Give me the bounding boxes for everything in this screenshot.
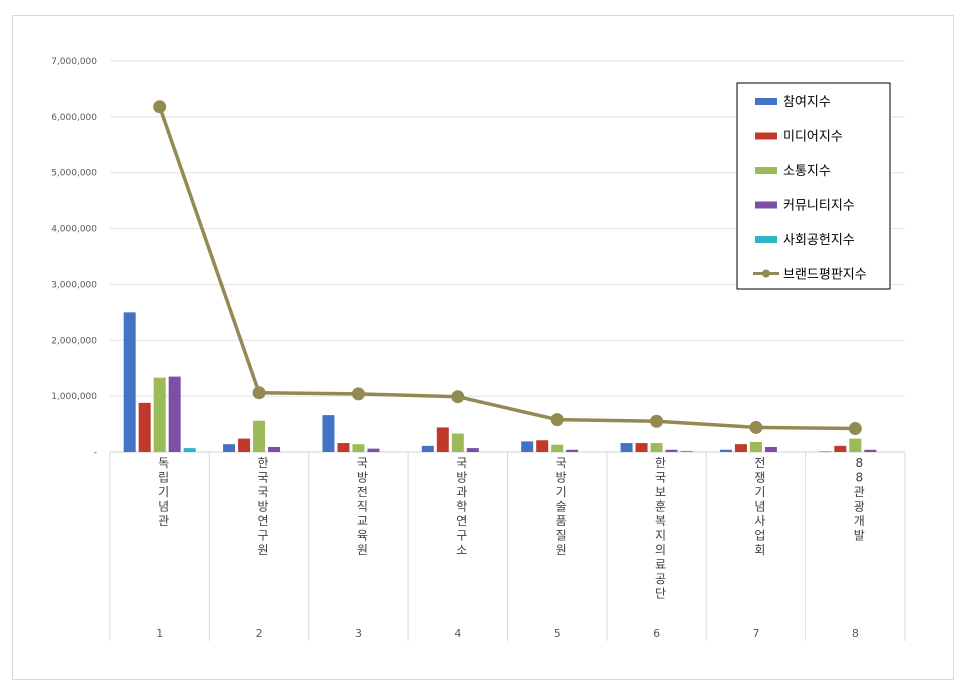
legend-swatch [755, 167, 777, 174]
y-tick-label: 4,000,000 [51, 225, 97, 235]
legend-label: 브랜드평판지수 [783, 268, 867, 283]
bar [451, 433, 464, 452]
x-category-number: 6 [653, 627, 660, 640]
line-point [351, 387, 365, 401]
line-point [153, 100, 167, 114]
bar [764, 446, 777, 452]
bar [337, 443, 350, 452]
bar [749, 441, 762, 452]
bar [521, 441, 534, 452]
bar [551, 444, 564, 452]
bar [168, 376, 181, 452]
line-point [749, 420, 763, 434]
legend-label: 커뮤니티지수 [783, 199, 855, 214]
legend-swatch [755, 98, 777, 105]
line-point [252, 386, 266, 400]
bar [436, 427, 449, 452]
legend-swatch [755, 132, 777, 140]
bar [367, 448, 380, 452]
bar [253, 420, 266, 452]
y-tick-label: 6,000,000 [51, 113, 97, 123]
line-point [451, 390, 465, 404]
line-point [848, 422, 862, 436]
y-tick-label: - [94, 448, 97, 458]
legend-label: 소통지수 [783, 164, 831, 179]
x-category-number: 3 [355, 627, 362, 640]
bar [238, 438, 251, 452]
bar [834, 445, 847, 452]
legend-swatch-marker [762, 269, 770, 278]
x-category-number: 7 [752, 627, 759, 640]
bar [566, 449, 579, 452]
bar [268, 446, 281, 452]
bar [620, 443, 633, 452]
bar [849, 438, 862, 452]
legend-label: 미디어지수 [783, 130, 843, 145]
x-category-number: 8 [852, 627, 859, 640]
y-tick-label: 3,000,000 [51, 280, 97, 290]
bar [536, 440, 549, 452]
bar [123, 312, 136, 452]
x-axis: 독 립 기 념 관 1 한 국 국 방 연 구 원 2 국 방 전 직 교 육 원 3 국 방 과 학 연 구 소 4 국 방 기 술 품 질 원 5 한 국… [109, 452, 906, 641]
y-tick-label: 2,000,000 [51, 336, 97, 346]
bars [123, 312, 877, 452]
legend-swatch [755, 236, 777, 243]
x-category-number: 2 [256, 627, 263, 640]
bar [635, 443, 648, 452]
x-category-number: 1 [156, 627, 163, 640]
bar [864, 449, 877, 452]
bar [819, 451, 832, 452]
bar [719, 449, 732, 452]
bar [153, 377, 166, 452]
bar [466, 448, 479, 452]
bar [183, 448, 196, 452]
bar [421, 445, 434, 452]
x-category-number: 4 [454, 627, 461, 640]
y-tick-label: 5,000,000 [51, 169, 97, 179]
series-line [158, 106, 856, 431]
x-category-number: 5 [554, 627, 561, 640]
line-point [550, 413, 564, 427]
bar [322, 415, 335, 452]
bar [223, 444, 236, 452]
brand-index-line [153, 100, 862, 436]
bar [680, 450, 693, 452]
legend-label: 사회공헌지수 [783, 233, 855, 248]
legend-swatch [755, 201, 777, 209]
bar [734, 444, 747, 452]
bar [665, 449, 678, 452]
bar [352, 444, 365, 452]
bar [650, 443, 663, 452]
y-tick-label: 7,000,000 [51, 57, 97, 67]
y-axis-ticks: - 1,000,000 2,000,000 3,000,000 4,000,000 5,0… [51, 57, 97, 458]
y-tick-label: 1,000,000 [51, 392, 97, 402]
legend-label: 참여지수 [783, 95, 831, 110]
legend-box [736, 82, 891, 290]
line-point [650, 414, 664, 428]
bar [138, 402, 151, 452]
